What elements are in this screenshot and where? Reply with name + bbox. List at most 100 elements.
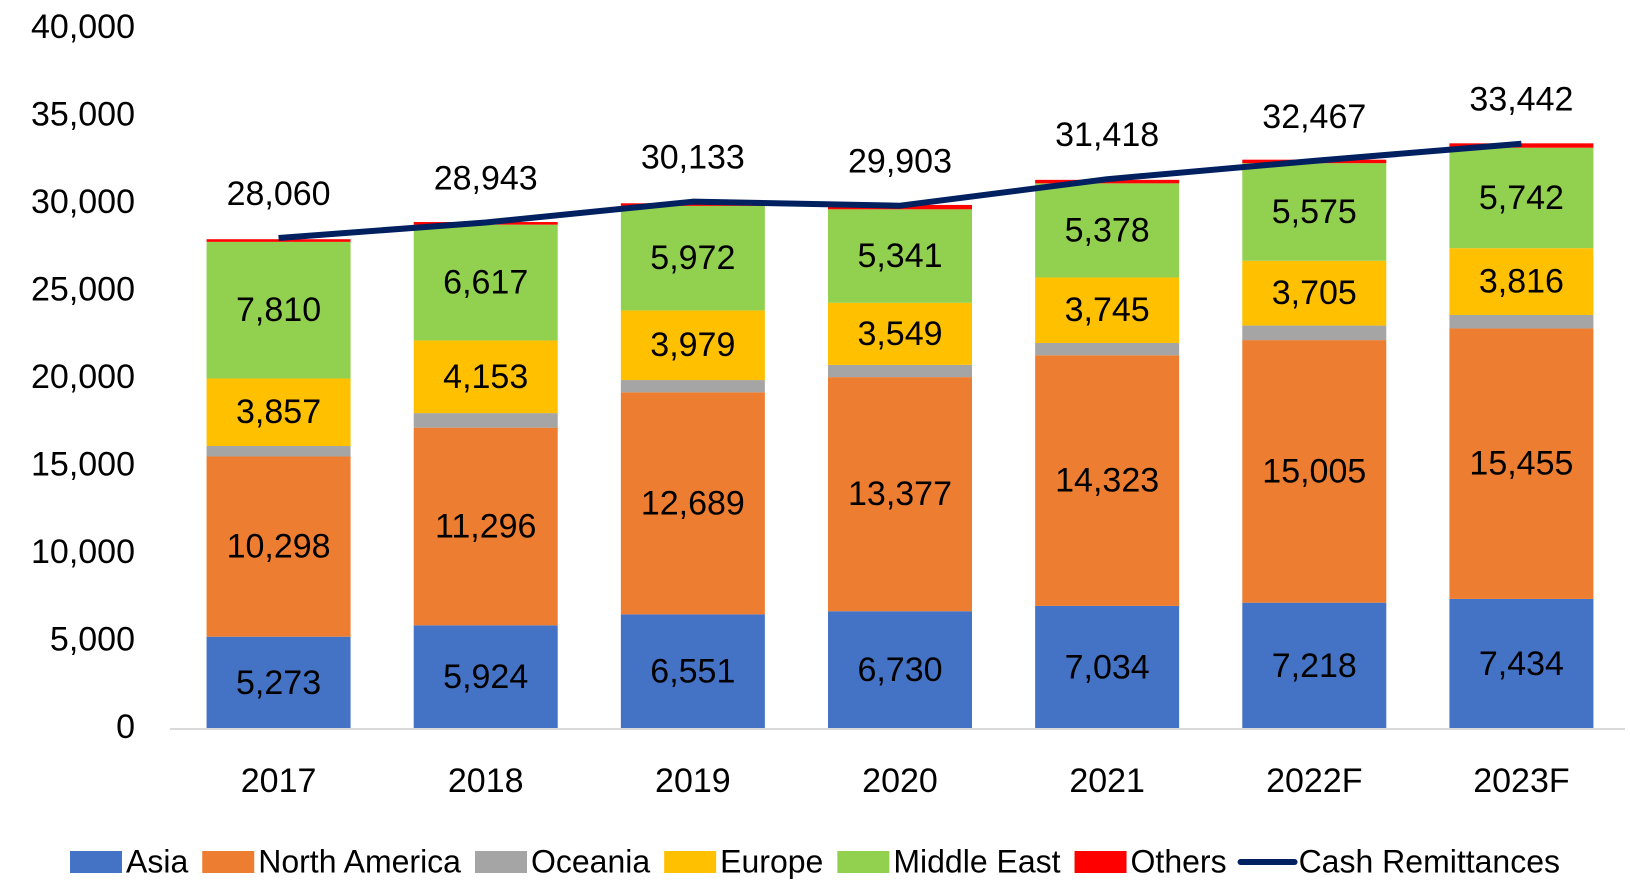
- bar-segment: [1449, 598, 1594, 729]
- bar-segment: [206, 241, 351, 379]
- bar-segment: [206, 378, 351, 447]
- legend-marker: [664, 851, 717, 873]
- line-value-label: 31,418: [1055, 116, 1159, 154]
- bar-segment: [206, 456, 351, 637]
- value-label: 7,810: [236, 291, 321, 329]
- legend-text: North America: [258, 843, 461, 879]
- bar-segment: [1449, 147, 1594, 249]
- legend-marker: [1074, 851, 1127, 873]
- value-label: 14,323: [1055, 462, 1159, 500]
- x-tick-label: 2018: [448, 762, 524, 800]
- legend-text: Asia: [126, 843, 188, 879]
- bar-segment: [1035, 277, 1180, 344]
- bar-segment: [828, 209, 972, 303]
- value-label: 5,273: [236, 664, 321, 702]
- bar-segment: [1449, 328, 1594, 599]
- value-label: 3,745: [1065, 291, 1150, 329]
- bar-segment: [620, 392, 765, 615]
- legend-marker: [837, 851, 890, 873]
- bar-segment: [620, 310, 765, 381]
- y-tick-label: 15,000: [31, 445, 135, 483]
- bar-segment: [1242, 260, 1387, 326]
- bar-segment: [413, 625, 558, 729]
- x-tick-label: 2019: [655, 762, 731, 800]
- value-label: 5,924: [443, 658, 528, 696]
- bar-segment: [620, 614, 765, 729]
- bar-segment: [413, 340, 558, 414]
- x-tick-label: 2020: [862, 762, 938, 800]
- bar-segment: [413, 224, 558, 341]
- value-label: 6,551: [650, 653, 735, 691]
- legend-text: Others: [1131, 843, 1227, 879]
- bar-segment: [206, 446, 351, 457]
- value-label: 3,979: [650, 326, 735, 364]
- value-label: 6,730: [857, 651, 942, 689]
- value-label: 5,742: [1479, 179, 1564, 217]
- bar-segment: [206, 239, 351, 242]
- value-label: 6,617: [443, 264, 528, 302]
- x-tick-label: 2021: [1069, 762, 1145, 800]
- bar-segment: [1242, 163, 1387, 261]
- bar-segment: [828, 611, 972, 729]
- bar-segment: [1035, 355, 1180, 606]
- value-label: 5,972: [650, 239, 735, 277]
- y-tick-label: 35,000: [31, 95, 135, 133]
- bar-segment: [1449, 248, 1594, 315]
- value-label: 4,153: [443, 358, 528, 396]
- y-tick-label: 20,000: [31, 358, 135, 396]
- bar-segment: [828, 364, 972, 378]
- bar-segment: [828, 302, 972, 365]
- bar-segment: [206, 636, 351, 729]
- y-tick-label: 0: [116, 708, 135, 746]
- bar-segment: [1242, 340, 1387, 603]
- line-value-label: 28,943: [434, 159, 538, 197]
- value-label: 3,857: [236, 393, 321, 431]
- y-tick-label: 25,000: [31, 270, 135, 308]
- bar-segment: [1449, 314, 1594, 329]
- x-tick-label: 2022F: [1266, 762, 1362, 800]
- legend: Asia North America Oceania Europe Middle Eas…: [69, 843, 1560, 879]
- bar-segment: [1242, 602, 1387, 729]
- line-value-label: 28,060: [227, 175, 331, 213]
- line-value-label: 30,133: [641, 139, 745, 177]
- bar-segment: [1242, 325, 1387, 341]
- bar-segment: [620, 380, 765, 393]
- value-label: 7,034: [1065, 648, 1150, 686]
- bar-segment: [620, 205, 765, 311]
- bar-segment: [1035, 183, 1180, 278]
- value-label: 7,218: [1272, 647, 1357, 685]
- value-label: 10,298: [227, 528, 331, 566]
- value-label: 12,689: [641, 484, 745, 522]
- value-label: 5,341: [857, 237, 942, 275]
- y-tick-label: 10,000: [31, 533, 135, 571]
- value-label: 3,816: [1479, 263, 1564, 301]
- value-label: 5,575: [1272, 193, 1357, 231]
- value-label: 15,455: [1469, 445, 1573, 483]
- legend-text: Oceania: [531, 843, 650, 879]
- legend-text: Cash Remittances: [1299, 843, 1560, 879]
- x-tick-label: 2017: [241, 762, 317, 800]
- value-label: 3,549: [857, 315, 942, 353]
- value-label: 7,434: [1479, 645, 1564, 683]
- bar-segment: [1035, 605, 1180, 729]
- bar-segment: [828, 377, 972, 612]
- value-label: 13,377: [848, 475, 952, 513]
- line-value-label: 33,442: [1469, 81, 1573, 119]
- value-label: 11,296: [435, 507, 536, 545]
- line-value-label: 29,903: [848, 143, 952, 181]
- line-series: [278, 140, 1522, 241]
- legend-marker: [202, 851, 255, 873]
- legend-marker: [69, 851, 122, 873]
- value-label: 5,378: [1065, 211, 1150, 249]
- y-tick-label: 5,000: [50, 620, 135, 658]
- value-label: 15,005: [1262, 452, 1366, 490]
- bar-segment: [413, 427, 558, 626]
- y-tick-label: 40,000: [31, 8, 135, 46]
- bar-segment: [413, 413, 558, 428]
- bar-segment: [1035, 343, 1180, 356]
- y-tick-label: 30,000: [31, 183, 135, 221]
- legend-text: Middle East: [893, 843, 1060, 879]
- value-label: 3,705: [1272, 274, 1357, 312]
